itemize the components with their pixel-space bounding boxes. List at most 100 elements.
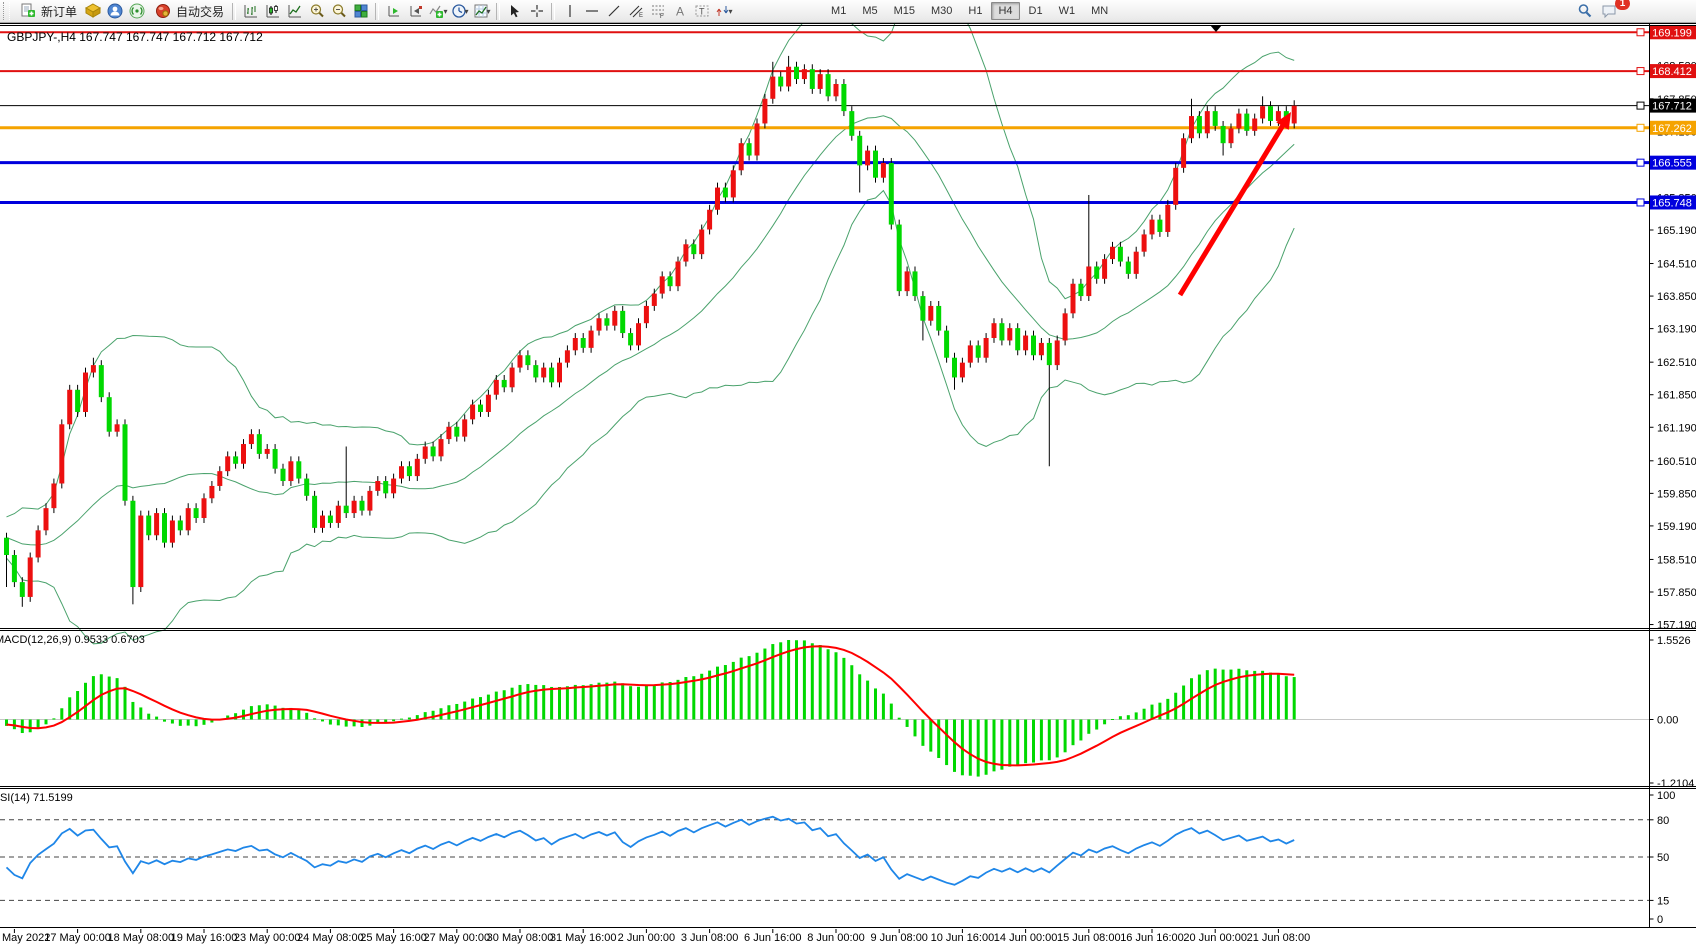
candle-bearish xyxy=(106,397,112,432)
fibonacci-icon[interactable]: F xyxy=(647,1,668,21)
community-icon[interactable] xyxy=(104,1,125,21)
chart-shift-icon[interactable] xyxy=(405,1,426,21)
candle-bullish xyxy=(485,394,491,412)
candle-bullish xyxy=(596,318,602,331)
timeframe-M30[interactable]: M30 xyxy=(931,5,953,17)
equidistant-channel-icon[interactable]: E xyxy=(625,1,646,21)
candle-bullish xyxy=(1141,234,1147,252)
level-line-handle[interactable] xyxy=(1636,28,1645,37)
timeframe-MN[interactable]: MN xyxy=(1091,5,1109,17)
macd-histogram-bar xyxy=(866,680,870,720)
level-line-handle[interactable] xyxy=(1636,123,1645,132)
macd-histogram-bar xyxy=(621,683,625,720)
autotrade-button[interactable]: 自动交易 xyxy=(148,1,228,21)
level-line-handle[interactable] xyxy=(1636,158,1645,167)
candle-bullish xyxy=(715,187,720,210)
macd-tick-label: 0.00 xyxy=(1657,715,1678,727)
text-label-icon[interactable]: T xyxy=(691,1,712,21)
macd-histogram-bar xyxy=(281,707,285,720)
dropdown-caret: ▾ xyxy=(443,6,448,16)
crosshair-icon[interactable] xyxy=(526,1,547,21)
timeframe-M15[interactable]: M15 xyxy=(893,5,915,17)
candle-bearish xyxy=(430,446,436,457)
horizontal-line-icon[interactable] xyxy=(581,1,602,21)
candle-bullish xyxy=(1204,111,1210,134)
macd-histogram-bar xyxy=(534,684,538,720)
macd-histogram-bar xyxy=(763,648,767,720)
macd-histogram-bar xyxy=(1032,719,1035,763)
candle-bearish xyxy=(177,520,183,531)
macd-histogram-bar xyxy=(518,684,522,720)
periods-icon[interactable]: ▾ xyxy=(449,1,470,21)
svg-text:A: A xyxy=(676,5,684,19)
trend-arrow-head[interactable] xyxy=(1276,112,1291,130)
macd-histogram-bar xyxy=(12,719,16,730)
candle-bullish xyxy=(414,458,420,477)
candle-bullish xyxy=(928,305,934,321)
market-watch-icon[interactable] xyxy=(82,1,103,21)
vertical-line-icon[interactable] xyxy=(559,1,580,21)
signal-icon[interactable] xyxy=(126,1,147,21)
macd-histogram-bar xyxy=(1118,716,1122,720)
candle-bullish xyxy=(335,505,341,523)
candle-bullish xyxy=(675,261,681,287)
date-label: 23 May 00:00 xyxy=(234,932,301,944)
macd-histogram-bar xyxy=(107,676,111,720)
macd-histogram-bar xyxy=(1024,719,1028,764)
candle-bearish xyxy=(193,508,199,519)
candle-bearish xyxy=(256,434,262,454)
level-line-handle[interactable] xyxy=(1636,198,1645,207)
zoom-in-icon[interactable] xyxy=(306,1,327,21)
timeframe-W1[interactable]: W1 xyxy=(1058,5,1076,17)
indicators-icon[interactable]: ▾ xyxy=(427,1,448,21)
new-order-button[interactable]: 新订单 xyxy=(13,1,81,21)
macd-histogram-bar xyxy=(937,719,941,759)
level-line-handle[interactable] xyxy=(1636,67,1645,76)
timeframe-H4[interactable]: H4 xyxy=(991,2,1020,20)
candle-bearish xyxy=(667,276,673,287)
price-tick-label: 157.190 xyxy=(1657,620,1696,632)
price-badge-label: 167.712 xyxy=(1652,101,1692,113)
candle-bearish xyxy=(809,69,815,89)
toolbar-grip[interactable] xyxy=(3,2,10,20)
macd-histogram-bar xyxy=(605,682,609,720)
macd-histogram-bar xyxy=(147,713,151,720)
chat-icon[interactable]: 1 xyxy=(1599,0,1630,21)
cursor-icon[interactable] xyxy=(504,1,525,21)
candle-bullish xyxy=(659,276,665,294)
zoom-out-icon[interactable] xyxy=(328,1,349,21)
candle-bearish xyxy=(272,448,278,469)
candle-bearish xyxy=(327,515,333,523)
macd-histogram-bar xyxy=(1182,685,1186,720)
candle-bearish xyxy=(312,495,318,528)
macd-histogram-bar xyxy=(1276,673,1280,720)
candle-bullish xyxy=(27,557,33,597)
tile-windows-icon[interactable] xyxy=(350,1,371,21)
candle-bullish xyxy=(991,323,997,338)
bar-chart-icon[interactable] xyxy=(240,1,261,21)
candle-bullish xyxy=(643,305,649,324)
macd-histogram-bar xyxy=(68,697,72,720)
line-chart-icon[interactable] xyxy=(284,1,305,21)
templates-icon[interactable]: ▾ xyxy=(471,1,492,21)
timeframe-M1[interactable]: M1 xyxy=(831,5,847,17)
candle-bearish xyxy=(691,244,697,255)
macd-histogram-bar xyxy=(155,716,159,720)
text-icon[interactable]: A xyxy=(669,1,690,21)
chart-shift-marker[interactable] xyxy=(1210,25,1222,32)
level-line-handle[interactable] xyxy=(1636,101,1645,110)
timeframe-H1[interactable]: H1 xyxy=(968,5,983,17)
arrows-icon[interactable]: ▾ xyxy=(713,1,734,21)
trendline-icon[interactable] xyxy=(603,1,624,21)
candle-bullish xyxy=(683,244,689,262)
candle-bullish xyxy=(462,419,468,437)
timeframe-M5[interactable]: M5 xyxy=(862,5,878,17)
candle-bearish xyxy=(525,355,531,366)
candle-bearish xyxy=(280,468,286,482)
timeframe-D1[interactable]: D1 xyxy=(1028,5,1043,17)
auto-scroll-icon[interactable] xyxy=(383,1,404,21)
candlestick-chart-icon[interactable] xyxy=(262,1,283,21)
search-icon[interactable] xyxy=(1574,1,1595,21)
trend-arrow-line[interactable] xyxy=(1177,117,1289,297)
